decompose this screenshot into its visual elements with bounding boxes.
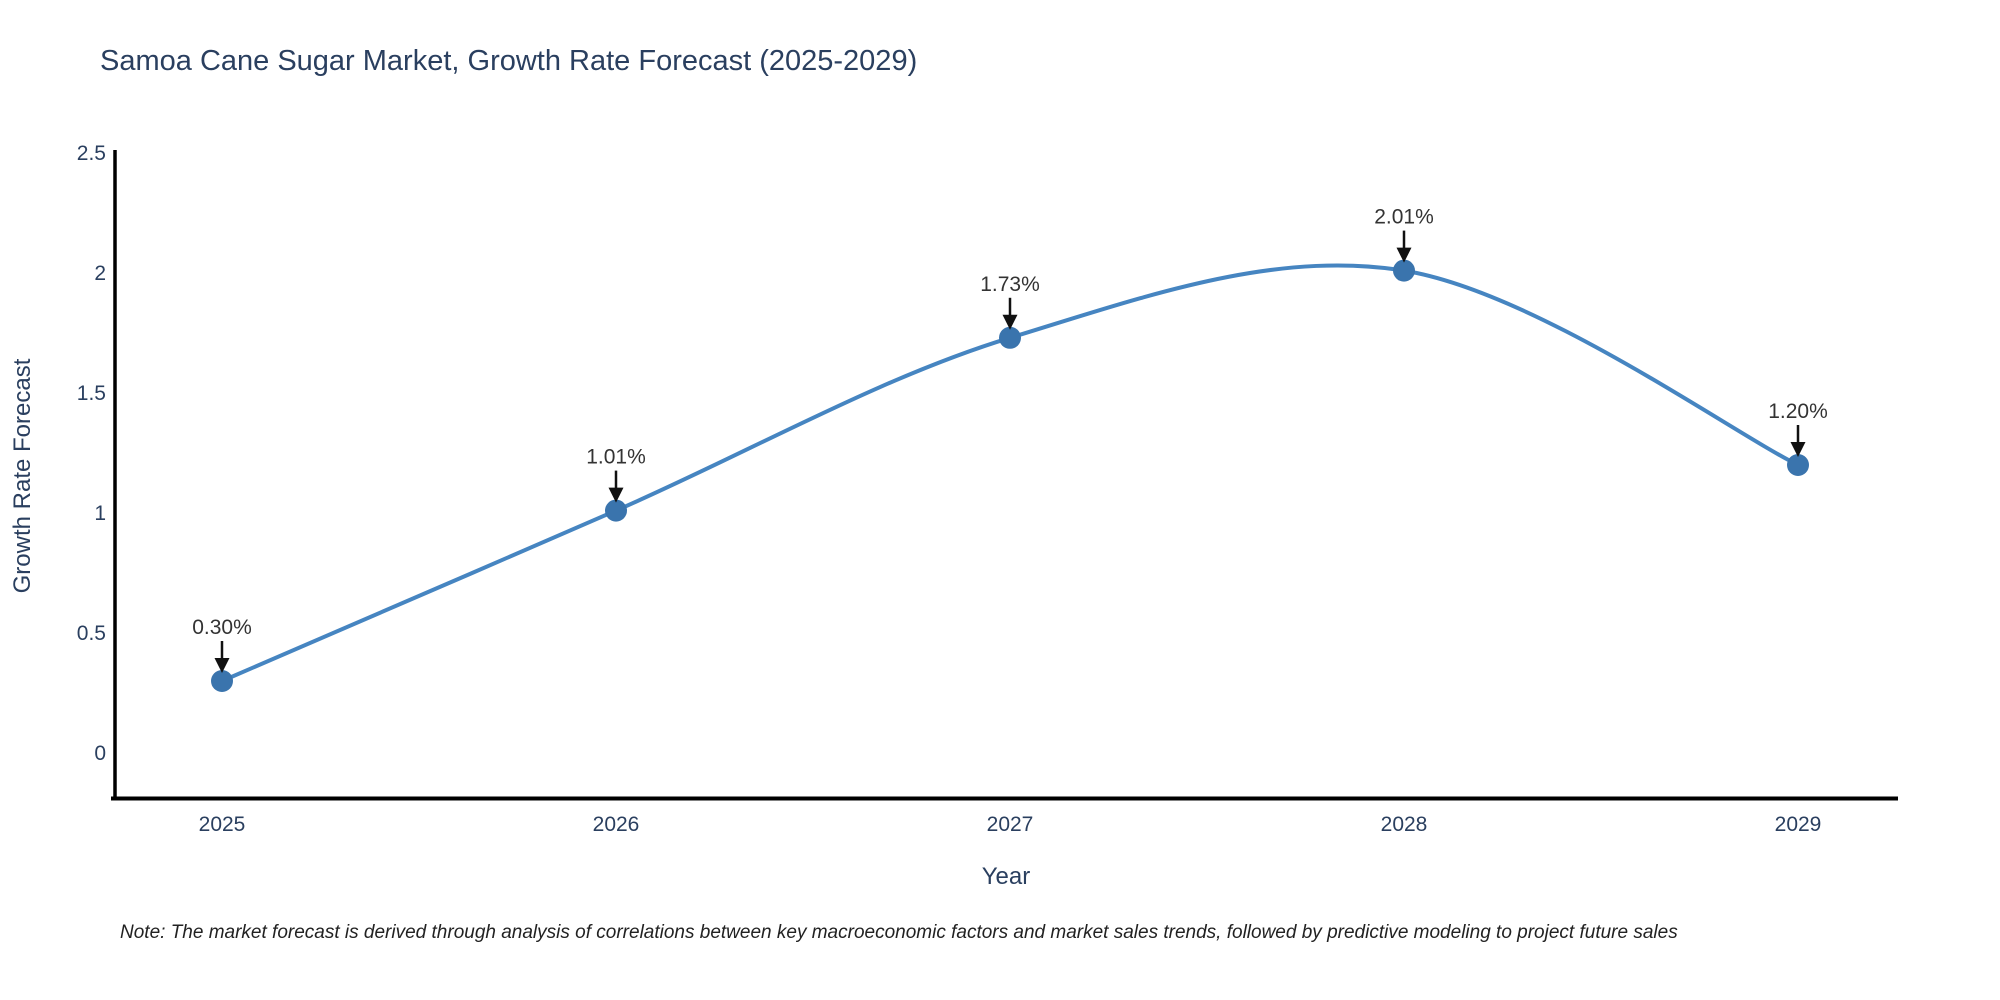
annotations-group: 0.30% 1.01% 1.73% 2.01% 1.20%	[192, 206, 1828, 673]
annotation-label: 0.30%	[192, 616, 252, 639]
y-tick-label: 0	[94, 742, 106, 765]
annotation-arrowhead	[1396, 247, 1412, 263]
annotation-label: 2.01%	[1374, 206, 1434, 229]
y-tick-label: 1	[94, 502, 106, 525]
data-point-marker	[999, 326, 1021, 349]
y-axis-tick-labels: 0 0.5 1 1.5 2 2.5	[77, 142, 106, 765]
y-tick-label: 2.5	[77, 142, 106, 165]
trace-group	[211, 259, 1809, 692]
footnote: Note: The market forecast is derived thr…	[120, 922, 1678, 943]
annotation-label: 1.01%	[586, 446, 646, 469]
chart-title: Samoa Cane Sugar Market, Growth Rate For…	[100, 45, 917, 77]
annotation-arrowhead	[1790, 442, 1806, 457]
annotation-arrowhead	[214, 658, 230, 673]
data-point-marker	[1393, 259, 1415, 282]
x-tick-label: 2025	[199, 813, 246, 836]
x-axis-title: Year	[982, 863, 1031, 890]
x-tick-label: 2026	[593, 813, 640, 836]
x-axis-tick-labels: 2025 2026 2027 2028 2029	[199, 813, 1822, 836]
y-tick-label: 0.5	[77, 622, 106, 645]
x-tick-label: 2027	[987, 813, 1034, 836]
data-point-marker	[1787, 454, 1809, 476]
annotation-arrowhead	[1002, 314, 1018, 330]
annotation-label: 1.20%	[1768, 400, 1828, 423]
data-point-marker	[605, 499, 627, 522]
annotation-label: 1.73%	[980, 273, 1040, 296]
y-tick-label: 2	[94, 262, 106, 285]
x-tick-label: 2029	[1775, 813, 1822, 836]
annotation-arrowhead	[608, 487, 624, 503]
x-tick-label: 2028	[1381, 813, 1428, 836]
y-tick-label: 1.5	[77, 382, 106, 405]
y-axis-title: Growth Rate Forecast	[9, 358, 36, 593]
data-point-marker	[211, 670, 233, 692]
